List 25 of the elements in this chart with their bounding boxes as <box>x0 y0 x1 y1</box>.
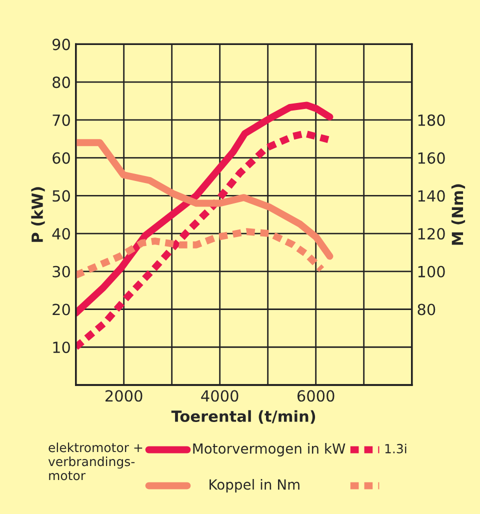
legend-label: Motorvermogen in kW <box>193 443 346 456</box>
y2-tick-label: 100 <box>418 266 445 278</box>
y-tick-label: 10 <box>53 342 70 354</box>
legend-label: 1.3i <box>385 444 406 454</box>
x-tick-label: 4000 <box>201 390 238 402</box>
y-tick-label: 80 <box>52 76 70 88</box>
x-axis-title: Toerental (t/min) <box>171 410 316 424</box>
y-tick-label: 40 <box>52 228 70 240</box>
y-tick-label: 70 <box>52 114 70 126</box>
y-tick-label: 50 <box>52 190 70 202</box>
y-tick-label: 90 <box>52 38 70 50</box>
y-tick-label: 60 <box>52 152 70 164</box>
legend-label: Koppel in Nm <box>210 479 300 492</box>
y2-tick-label: 140 <box>418 190 445 202</box>
y-tick-label: 30 <box>52 266 70 278</box>
y-tick-label: 20 <box>52 304 70 316</box>
x-tick-label: 2000 <box>106 390 142 402</box>
x-tick-label: 6000 <box>297 390 334 402</box>
y2-tick-label: 80 <box>418 304 436 316</box>
y2-tick-label: 180 <box>418 114 445 126</box>
y2-axis-title: M (Nm) <box>451 184 466 245</box>
y-axis-title: P (kW) <box>31 187 45 242</box>
legend-title: elektromotor + verbrandings- motor <box>48 442 142 480</box>
y2-tick-label: 160 <box>418 152 445 164</box>
y2-tick-label: 120 <box>418 228 445 240</box>
